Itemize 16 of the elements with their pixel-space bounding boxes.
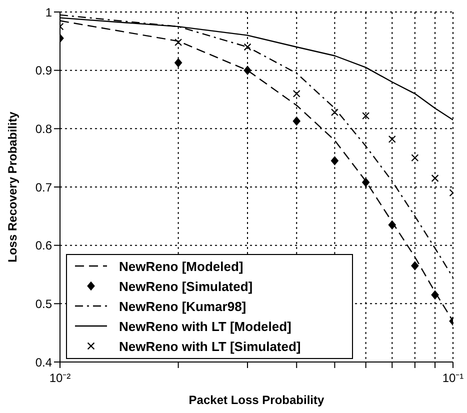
x-tick-label: 10⁻² (49, 371, 71, 385)
y-tick-label: 0.6 (35, 238, 52, 253)
x-axis-title: Packet Loss Probability (188, 393, 325, 407)
y-tick-label: 1 (45, 5, 52, 20)
legend-label: NewReno with LT [Simulated] (119, 338, 301, 354)
legend-label: NewReno [Kumar98] (119, 298, 246, 314)
legend-label: NewReno with LT [Modeled] (119, 318, 292, 334)
legend-label: NewReno [Simulated] (119, 278, 253, 294)
y-tick-label: 0.8 (35, 122, 52, 136)
y-tick-label: 0.5 (35, 296, 52, 311)
y-tick-label: 0.7 (35, 180, 52, 194)
y-tick-label: 0.4 (35, 355, 52, 370)
x-tick-label: 10⁻¹ (442, 371, 464, 385)
y-tick-label: 0.9 (35, 64, 52, 78)
legend-label: NewReno [Modeled] (119, 258, 244, 274)
y-axis-title: Loss Recovery Probability (5, 111, 20, 262)
